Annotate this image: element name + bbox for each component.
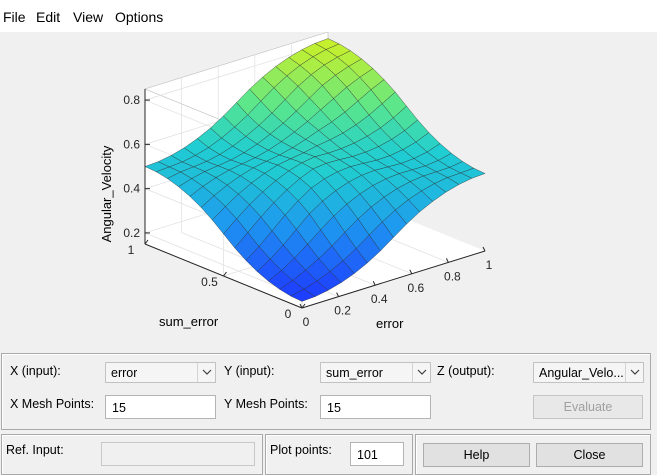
x-tick bbox=[372, 280, 376, 286]
x-mesh-value: 15 bbox=[112, 401, 126, 415]
plot-points-input[interactable]: 101 bbox=[350, 442, 404, 466]
menu-edit[interactable]: Edit bbox=[36, 9, 61, 25]
chevron-down-icon[interactable] bbox=[625, 363, 643, 382]
x-tick bbox=[445, 258, 449, 263]
z-tick-label: 0.6 bbox=[123, 137, 140, 151]
surface-mesh bbox=[144, 38, 486, 302]
plot-points-value: 101 bbox=[357, 448, 378, 462]
plot-points-panel: Plot points: 101 bbox=[265, 434, 413, 475]
menu-view[interactable]: View bbox=[73, 9, 104, 25]
z-axis-label: Angular_Velocity bbox=[99, 145, 114, 242]
x-mesh-label: X Mesh Points: bbox=[10, 397, 95, 411]
x-tick-label: 0.4 bbox=[371, 292, 388, 306]
z-tick-label: 0.8 bbox=[123, 93, 140, 107]
x-axis-label: error bbox=[376, 316, 404, 331]
ref-input-panel: Ref. Input: bbox=[1, 434, 263, 475]
chevron-down-icon[interactable] bbox=[197, 363, 215, 382]
help-button[interactable]: Help bbox=[423, 443, 530, 467]
y-input-value: sum_error bbox=[326, 366, 383, 380]
y-tick-label: 0 bbox=[285, 307, 292, 321]
chevron-down-icon[interactable] bbox=[412, 363, 430, 382]
x-tick bbox=[482, 246, 486, 252]
y-mesh-label: Y Mesh Points: bbox=[224, 397, 308, 411]
x-tick-label: 0.8 bbox=[444, 269, 461, 283]
close-button[interactable]: Close bbox=[536, 443, 643, 467]
y-axis-label: sum_error bbox=[159, 314, 219, 329]
x-tick bbox=[299, 303, 303, 309]
y-tick bbox=[301, 303, 306, 309]
z-output-label: Z (output): bbox=[437, 364, 495, 378]
x-tick-label: 1 bbox=[486, 258, 493, 272]
menu-options[interactable]: Options bbox=[115, 9, 164, 25]
menu-file[interactable]: File bbox=[3, 9, 26, 25]
menu-bar: File Edit View Options bbox=[0, 0, 657, 33]
x-tick-label: 0.6 bbox=[407, 281, 424, 295]
x-tick bbox=[409, 269, 413, 275]
x-axis-line bbox=[301, 250, 486, 309]
y-mesh-value: 15 bbox=[327, 401, 341, 415]
y-tick-label: 1 bbox=[128, 243, 135, 257]
x-input-value: error bbox=[111, 366, 138, 380]
y-mesh-input[interactable]: 15 bbox=[320, 395, 431, 419]
x-input-select[interactable]: error bbox=[105, 362, 216, 383]
x-tick-label: 0.2 bbox=[334, 304, 351, 318]
buttons-panel: Help Close bbox=[415, 434, 651, 475]
z-output-select[interactable]: Angular_Velo... bbox=[533, 362, 644, 383]
controls-panel: X (input): error Y (input): sum_error Z … bbox=[1, 353, 651, 430]
y-tick bbox=[144, 239, 149, 245]
plot-points-label: Plot points: bbox=[270, 443, 332, 457]
surface-plot[interactable]: 0.8 0.6 0.4 0.2 0 0.2 0.4 0.6 0.8 1 1 0.5 0 Angular_… bbox=[0, 32, 657, 346]
x-tick bbox=[336, 292, 340, 297]
z-tick-label: 0.2 bbox=[123, 226, 140, 240]
y-tick bbox=[223, 271, 227, 277]
z-output-value: Angular_Velo... bbox=[539, 366, 624, 380]
x-tick-label: 0 bbox=[303, 315, 310, 329]
y-tick-label: 0.5 bbox=[201, 275, 218, 289]
z-tick-label: 0.4 bbox=[123, 182, 140, 196]
y-input-select[interactable]: sum_error bbox=[320, 362, 431, 383]
axes-ticks: 0.8 0.6 0.4 0.2 0 0.2 0.4 0.6 0.8 1 1 0.5 0 bbox=[123, 89, 493, 329]
x-mesh-input[interactable]: 15 bbox=[105, 395, 216, 419]
ref-input-field bbox=[101, 442, 255, 466]
surface-cell bbox=[290, 288, 316, 302]
ref-input-label: Ref. Input: bbox=[6, 443, 64, 457]
y-input-label: Y (input): bbox=[224, 364, 275, 378]
x-input-label: X (input): bbox=[10, 364, 61, 378]
evaluate-button[interactable]: Evaluate bbox=[533, 395, 643, 419]
surface-plot-area[interactable]: 0.8 0.6 0.4 0.2 0 0.2 0.4 0.6 0.8 1 1 0.5 0 Angular_… bbox=[0, 32, 657, 346]
